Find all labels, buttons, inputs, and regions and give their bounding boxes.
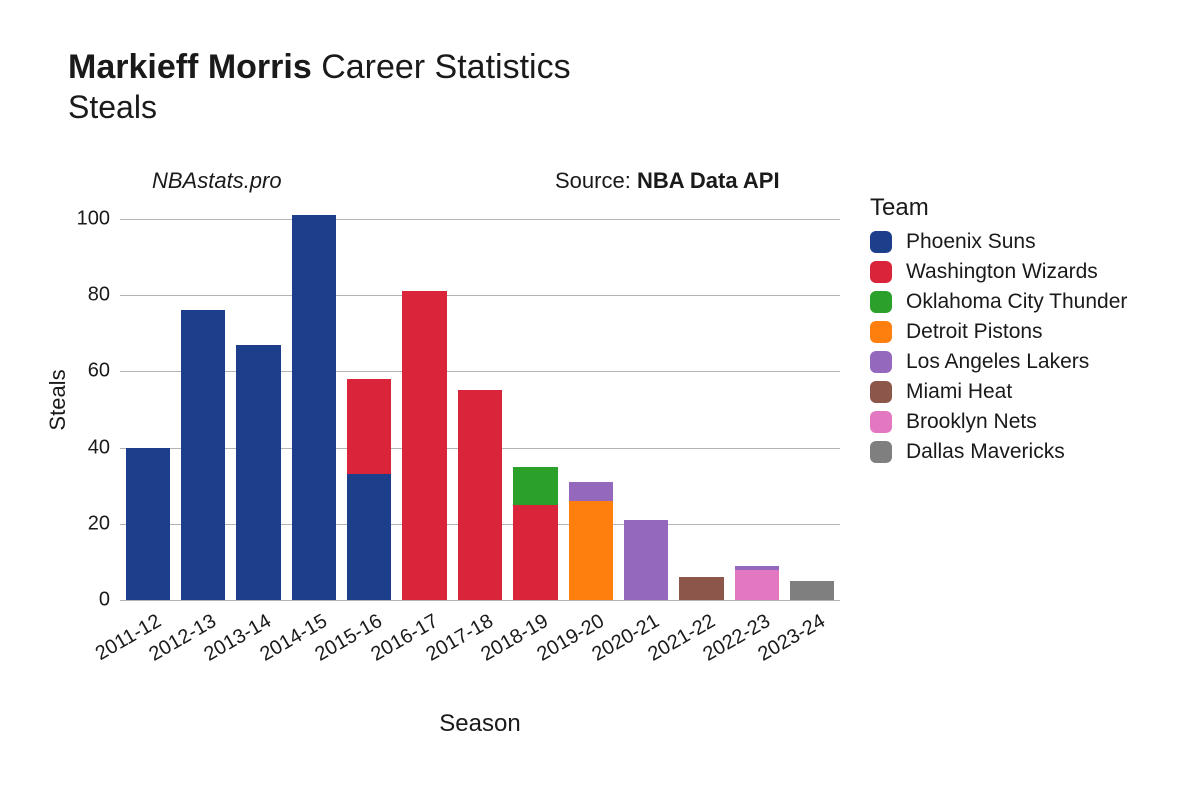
bar-2015-16 [347, 200, 391, 600]
bar-2011-12 [126, 200, 170, 600]
source-name: NBA Data API [637, 168, 780, 193]
legend-item-lakers: Los Angeles Lakers [870, 350, 1127, 374]
legend-label: Los Angeles Lakers [906, 350, 1089, 374]
legend-item-heat: Miami Heat [870, 380, 1127, 404]
bar-segment-heat [679, 577, 723, 600]
y-tick-label: 60 [88, 360, 120, 383]
bar-segment-phoenix [181, 310, 225, 600]
y-tick-label: 0 [99, 589, 120, 612]
legend-label: Detroit Pistons [906, 320, 1043, 344]
title-stat-name: Steals [68, 89, 571, 126]
chart-plot-area: 0204060801002011-122012-132013-142014-15… [120, 200, 840, 600]
bar-segment-pistons [569, 501, 613, 600]
bar-segment-wizards [402, 291, 446, 600]
bar-2012-13 [181, 200, 225, 600]
bar-2023-24 [790, 200, 834, 600]
legend-swatch-icon [870, 381, 892, 403]
legend-swatch-icon [870, 351, 892, 373]
bar-2021-22 [679, 200, 723, 600]
title-suffix: Career Statistics [321, 48, 570, 86]
x-axis-title: Season [439, 710, 520, 738]
bar-segment-phoenix [236, 345, 280, 600]
legend-item-nets: Brooklyn Nets [870, 410, 1127, 434]
legend-swatch-icon [870, 261, 892, 283]
legend-item-mavs: Dallas Mavericks [870, 440, 1127, 464]
legend-label: Dallas Mavericks [906, 440, 1065, 464]
gridline [120, 600, 840, 601]
bar-segment-lakers [569, 482, 613, 501]
bar-segment-nets [735, 570, 779, 600]
legend-label: Phoenix Suns [906, 230, 1036, 254]
y-tick-label: 80 [88, 284, 120, 307]
player-name: Markieff Morris [68, 48, 312, 86]
bar-segment-okc [513, 467, 557, 505]
bar-segment-lakers [735, 566, 779, 570]
legend-swatch-icon [870, 231, 892, 253]
legend-label: Brooklyn Nets [906, 410, 1037, 434]
bar-segment-lakers [624, 520, 668, 600]
legend-item-okc: Oklahoma City Thunder [870, 290, 1127, 314]
bar-segment-wizards [513, 505, 557, 600]
bar-segment-mavs [790, 581, 834, 600]
bar-segment-wizards [347, 379, 391, 474]
legend-swatch-icon [870, 321, 892, 343]
source-text: Source: NBA Data API [555, 168, 780, 194]
bar-segment-phoenix [126, 448, 170, 600]
source-label: Source: [555, 168, 637, 193]
y-axis-title: Steals [45, 369, 71, 430]
watermark-text: NBAstats.pro [152, 168, 282, 194]
legend-item-phoenix: Phoenix Suns [870, 230, 1127, 254]
bar-2019-20 [569, 200, 613, 600]
y-tick-label: 40 [88, 436, 120, 459]
bar-2013-14 [236, 200, 280, 600]
bar-2017-18 [458, 200, 502, 600]
bar-segment-wizards [458, 390, 502, 600]
legend-item-wizards: Washington Wizards [870, 260, 1127, 284]
legend-item-pistons: Detroit Pistons [870, 320, 1127, 344]
y-tick-label: 20 [88, 512, 120, 535]
legend-swatch-icon [870, 441, 892, 463]
bar-2022-23 [735, 200, 779, 600]
bar-2014-15 [292, 200, 336, 600]
bar-2018-19 [513, 200, 557, 600]
legend: Team Phoenix Suns Washington Wizards Oklah… [870, 194, 1127, 470]
legend-swatch-icon [870, 291, 892, 313]
legend-label: Washington Wizards [906, 260, 1098, 284]
legend-swatch-icon [870, 411, 892, 433]
legend-label: Oklahoma City Thunder [906, 290, 1127, 314]
bar-segment-phoenix [347, 474, 391, 600]
bar-2016-17 [402, 200, 446, 600]
bar-2020-21 [624, 200, 668, 600]
y-tick-label: 100 [77, 208, 120, 231]
legend-title: Team [870, 194, 1127, 222]
legend-label: Miami Heat [906, 380, 1012, 404]
title-line-1: Markieff Morris Career Statistics [68, 48, 571, 87]
chart-title-block: Markieff Morris Career Statistics Steals [68, 48, 571, 126]
bar-segment-phoenix [292, 215, 336, 600]
